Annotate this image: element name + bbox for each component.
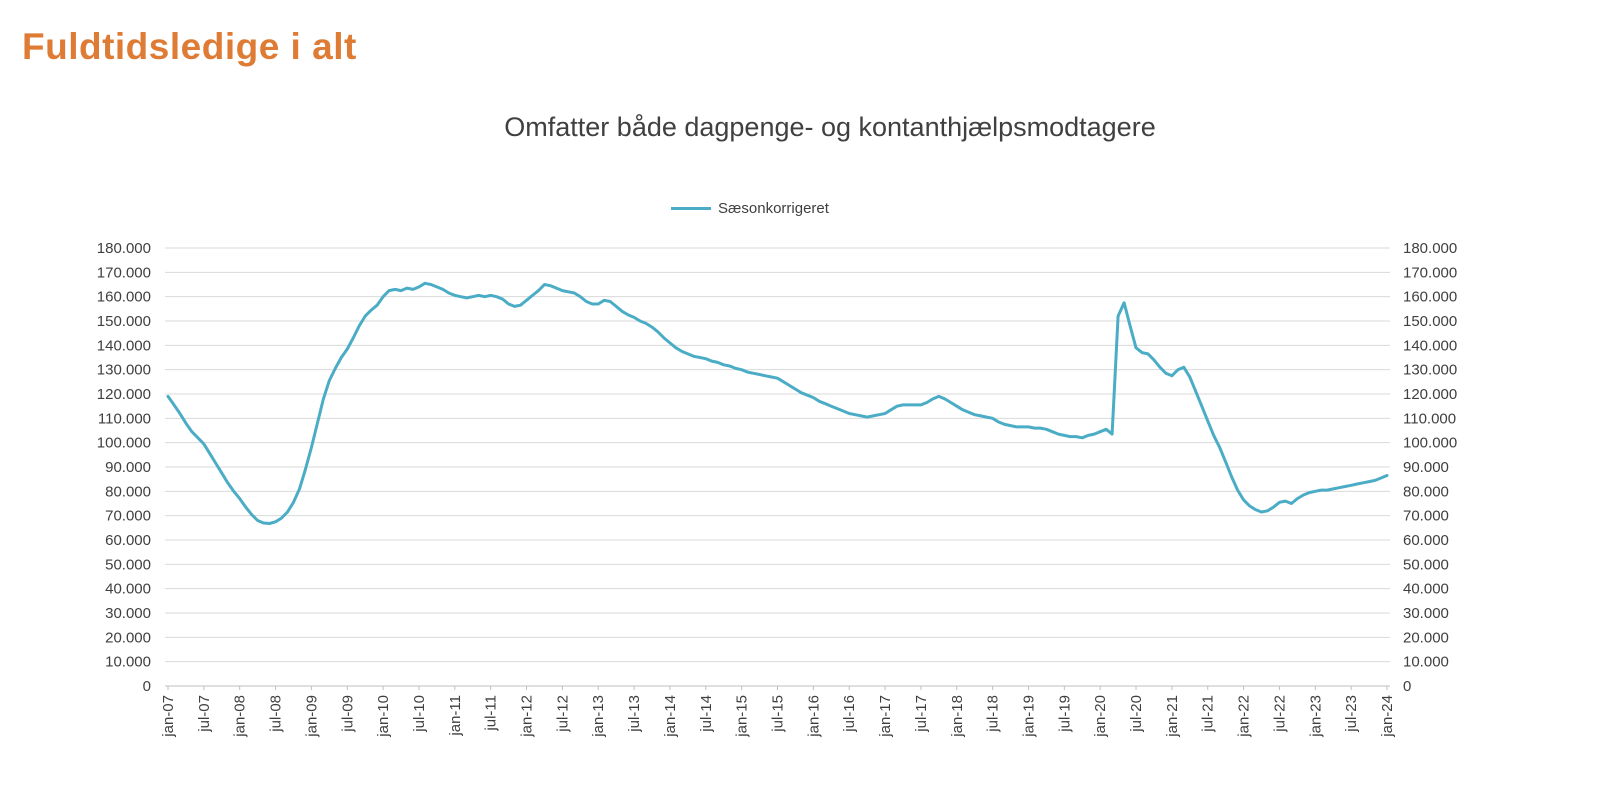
y-tick-label-left: 110.000 xyxy=(98,410,151,427)
y-tick-label-left: 130.000 xyxy=(97,362,151,379)
y-tick-label-right: 140.000 xyxy=(1403,337,1457,354)
x-tick-label: jul-23 xyxy=(1343,695,1360,733)
y-tick-label-left: 0 xyxy=(143,678,151,695)
x-tick-label: jan-21 xyxy=(1164,695,1181,738)
y-tick-label-right: 50.000 xyxy=(1403,556,1449,573)
chart-title: Omfatter både dagpenge- og kontanthjælps… xyxy=(504,112,1156,142)
x-tick-label: jul-21 xyxy=(1200,695,1217,733)
x-tick-label: jul-11 xyxy=(483,695,500,732)
x-tick-label: jan-24 xyxy=(1379,695,1396,738)
x-tick-label: jan-10 xyxy=(375,695,392,738)
x-tick-label: jul-12 xyxy=(554,695,571,733)
y-tick-label-left: 140.000 xyxy=(97,337,151,354)
x-tick-label: jan-18 xyxy=(949,695,966,738)
x-tick-label: jul-20 xyxy=(1128,695,1145,733)
x-tick-label: jul-15 xyxy=(770,695,787,733)
x-tick-label: jan-08 xyxy=(232,695,249,738)
y-tick-label-right: 150.000 xyxy=(1403,313,1457,330)
y-tick-label-right: 0 xyxy=(1403,678,1411,695)
y-tick-label-left: 90.000 xyxy=(105,459,151,476)
y-tick-label-left: 40.000 xyxy=(105,581,151,598)
y-tick-label-right: 90.000 xyxy=(1403,459,1449,476)
legend-line-swatch xyxy=(671,207,712,210)
x-tick-label: jan-07 xyxy=(160,695,177,738)
x-tick-label: jan-12 xyxy=(519,695,536,738)
y-tick-label-left: 120.000 xyxy=(97,386,151,403)
x-tick-label: jul-08 xyxy=(268,695,285,733)
y-tick-label-left: 100.000 xyxy=(97,435,151,452)
y-tick-label-right: 160.000 xyxy=(1403,289,1457,306)
x-tick-label: jul-09 xyxy=(339,695,356,733)
y-tick-label-left: 160.000 xyxy=(97,289,151,306)
x-tick-label: jan-23 xyxy=(1307,695,1324,738)
legend-label: Sæsonkorrigeret xyxy=(718,200,829,217)
y-tick-label-left: 30.000 xyxy=(105,605,151,622)
y-tick-label-left: 20.000 xyxy=(105,629,151,646)
x-tick-label: jan-19 xyxy=(1020,695,1037,738)
y-tick-label-right: 20.000 xyxy=(1403,629,1449,646)
x-tick-label: jul-10 xyxy=(411,695,428,733)
y-tick-label-right: 170.000 xyxy=(1403,264,1457,281)
x-tick-label: jul-16 xyxy=(841,695,858,733)
x-tick-label: jan-09 xyxy=(303,695,320,738)
y-tick-label-left: 150.000 xyxy=(97,313,151,330)
x-tick-label: jan-16 xyxy=(805,695,822,738)
x-tick-label: jul-13 xyxy=(626,695,643,733)
y-tick-label-left: 50.000 xyxy=(105,556,151,573)
x-tick-label: jan-14 xyxy=(662,695,679,738)
y-tick-label-right: 10.000 xyxy=(1403,654,1449,671)
y-tick-label-right: 40.000 xyxy=(1403,581,1449,598)
legend: Sæsonkorrigeret xyxy=(165,200,1335,217)
x-tick-label: jul-14 xyxy=(698,695,715,733)
x-tick-label: jan-15 xyxy=(734,695,751,738)
y-tick-label-left: 10.000 xyxy=(105,654,151,671)
x-tick-label: jul-17 xyxy=(913,695,930,733)
y-tick-label-left: 60.000 xyxy=(105,532,151,549)
y-tick-label-right: 30.000 xyxy=(1403,605,1449,622)
page-title: Fuldtidsledige i alt xyxy=(22,26,357,67)
series-line xyxy=(166,281,1389,525)
y-tick-label-right: 60.000 xyxy=(1403,532,1449,549)
y-tick-label-left: 80.000 xyxy=(105,483,151,500)
y-tick-label-right: 100.000 xyxy=(1403,435,1457,452)
y-tick-label-right: 180.000 xyxy=(1403,240,1457,257)
x-tick-label: jul-07 xyxy=(196,695,213,733)
y-tick-label-right: 80.000 xyxy=(1403,483,1449,500)
y-tick-label-right: 120.000 xyxy=(1403,386,1457,403)
x-tick-label: jan-20 xyxy=(1092,695,1109,738)
y-tick-label-left: 170.000 xyxy=(97,264,151,281)
x-tick-label: jan-17 xyxy=(877,695,894,738)
y-tick-label-left: 180.000 xyxy=(97,240,151,257)
y-tick-label-right: 130.000 xyxy=(1403,362,1457,379)
y-tick-label-right: 110.000 xyxy=(1403,410,1456,427)
y-tick-label-left: 70.000 xyxy=(105,508,151,525)
x-tick-label: jul-22 xyxy=(1271,695,1288,733)
x-tick-label: jan-22 xyxy=(1236,695,1253,738)
y-tick-label-right: 70.000 xyxy=(1403,508,1449,525)
x-tick-label: jul-19 xyxy=(1056,695,1073,733)
x-tick-label: jul-18 xyxy=(985,695,1002,733)
x-tick-label: jan-11 xyxy=(447,695,464,737)
x-tick-label: jan-13 xyxy=(590,695,607,738)
